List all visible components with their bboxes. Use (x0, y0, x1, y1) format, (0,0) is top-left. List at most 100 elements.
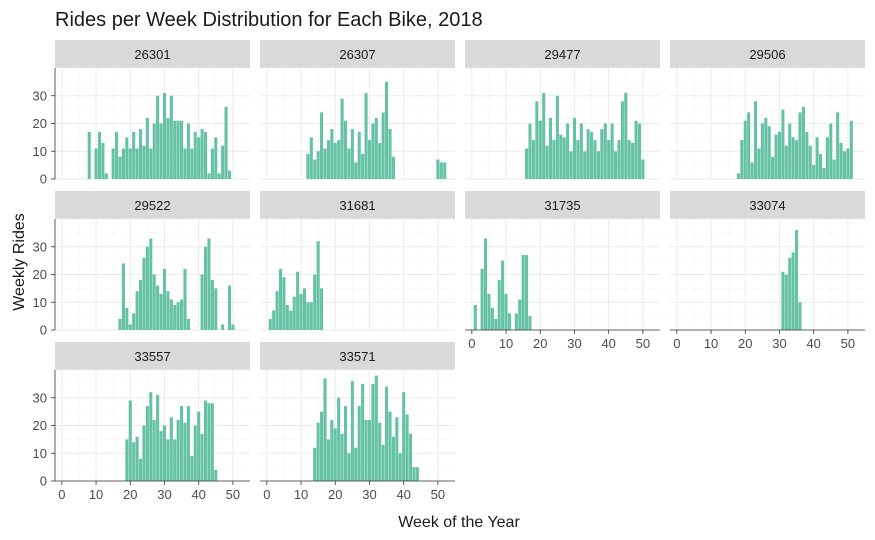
strip-label-33074: 33074 (749, 198, 785, 213)
strip-29506 (670, 40, 865, 68)
bar-26301-week-19 (125, 137, 129, 179)
bar-31681-week-9 (296, 271, 300, 330)
bar-33571-week-27 (357, 406, 361, 481)
bar-29506-week-42 (818, 154, 823, 179)
bar-29477-week-25 (555, 95, 559, 179)
bar-33571-week-43 (412, 467, 416, 481)
bar-29477-week-38 (600, 129, 604, 179)
bar-29522-week-43 (207, 238, 211, 330)
bar-31735-week-6 (490, 307, 494, 330)
x-tick-label-33074-40: 40 (806, 336, 820, 351)
x-tick-label-31735-30: 30 (567, 336, 581, 351)
bar-33557-week-32 (169, 417, 173, 481)
bar-29506-week-41 (815, 137, 819, 179)
bar-33571-week-23 (343, 406, 348, 481)
bar-29522-week-47 (221, 324, 225, 330)
bar-29477-week-20 (538, 120, 542, 179)
bar-33557-week-31 (166, 439, 170, 481)
bar-33571-week-35 (385, 386, 389, 481)
bar-29506-week-27 (767, 126, 771, 179)
bar-29477-week-42 (613, 151, 618, 179)
bar-33557-week-36 (183, 422, 187, 481)
bar-26301-week-24 (142, 145, 146, 179)
bar-26301-week-15 (111, 148, 115, 179)
bar-29477-week-18 (531, 140, 535, 179)
bar-29477-week-26 (559, 134, 563, 179)
bar-26307-week-17 (323, 148, 327, 179)
bar-29477-week-44 (620, 101, 624, 179)
panel-29522: 29522 0 10 20 30 (33, 191, 250, 338)
bar-33557-week-34 (176, 419, 180, 481)
bar-29522-week-31 (166, 291, 170, 330)
bar-26307-week-52 (443, 162, 447, 179)
bar-29506-week-50 (846, 148, 850, 179)
bar-29506-week-47 (836, 112, 840, 179)
bar-26301-week-27 (152, 123, 156, 179)
y-tick-label-33557-0: 0 (40, 474, 47, 489)
bar-33557-week-40 (197, 411, 201, 481)
bar-29506-week-48 (839, 142, 843, 179)
strip-label-29506: 29506 (749, 47, 785, 62)
bar-26301-week-17 (118, 156, 122, 179)
bar-29506-week-37 (801, 106, 805, 179)
bar-29506-week-32 (784, 145, 788, 179)
bar-26301-week-11 (97, 131, 102, 179)
y-tick-label-33557-30: 30 (33, 390, 47, 405)
bar-29522-week-25 (145, 246, 149, 330)
x-tick-label-33571-40: 40 (396, 487, 410, 502)
strip-26307 (260, 40, 455, 68)
bar-26301-week-46 (217, 173, 221, 179)
bar-29477-week-45 (624, 92, 628, 179)
bar-33571-week-17 (323, 378, 327, 481)
bar-29506-week-29 (774, 134, 778, 179)
strip-31681 (260, 191, 455, 219)
bar-29522-week-23 (138, 280, 143, 330)
bar-29506-week-20 (743, 120, 747, 179)
bar-29522-week-44 (210, 280, 214, 330)
bar-33571-week-38 (395, 417, 399, 481)
bar-29506-week-43 (822, 167, 826, 179)
bar-26307-week-16 (320, 112, 324, 179)
x-tick-label-33074-30: 30 (772, 336, 786, 351)
bar-26301-week-22 (135, 148, 139, 179)
y-tick-label-26301-10: 10 (33, 144, 47, 159)
bar-29522-week-32 (169, 299, 173, 330)
bar-29522-week-34 (176, 302, 180, 330)
bar-31735-week-10 (504, 293, 508, 330)
strip-33557 (55, 342, 250, 370)
x-tick-label-33074-50: 50 (841, 336, 855, 351)
x-tick-label-31735-10: 10 (499, 336, 513, 351)
bar-26307-week-32 (374, 117, 378, 179)
strip-29522 (55, 191, 250, 219)
y-tick-label-29522-10: 10 (33, 295, 47, 310)
bar-26307-week-26 (354, 162, 358, 179)
bar-31735-week-13 (514, 313, 518, 330)
bar-33571-week-34 (381, 444, 385, 481)
bar-33571-week-36 (388, 411, 392, 481)
bar-26307-week-29 (364, 92, 368, 179)
panel-33074: 33074 0 10 20 30 40 50 (670, 191, 865, 351)
bar-29506-week-51 (849, 120, 853, 179)
bar-29506-week-39 (808, 145, 812, 179)
bar-33571-week-42 (408, 433, 413, 481)
bar-29477-week-49 (637, 123, 642, 179)
bar-33571-week-24 (347, 453, 351, 481)
bar-26307-week-51 (439, 162, 443, 179)
bar-29522-week-30 (162, 268, 167, 330)
bar-29522-week-41 (200, 274, 204, 330)
bar-26301-week-30 (162, 92, 167, 179)
bar-26307-week-12 (306, 154, 310, 179)
bar-29477-week-35 (590, 131, 594, 179)
y-tick-label-29522-30: 30 (33, 239, 47, 254)
x-tick-label-33571-10: 10 (294, 487, 308, 502)
bar-26301-week-28 (156, 95, 160, 179)
x-tick-label-33571-0: 0 (263, 487, 270, 502)
y-tick-label-26301-30: 30 (33, 88, 47, 103)
x-tick-label-31735-0: 0 (468, 336, 475, 351)
panel-26301: 26301 0 10 20 30 (33, 40, 250, 187)
bar-29506-week-35 (795, 140, 799, 179)
bar-26301-week-36 (183, 148, 187, 179)
bar-29506-week-34 (791, 137, 795, 179)
bar-29477-week-30 (572, 117, 577, 179)
